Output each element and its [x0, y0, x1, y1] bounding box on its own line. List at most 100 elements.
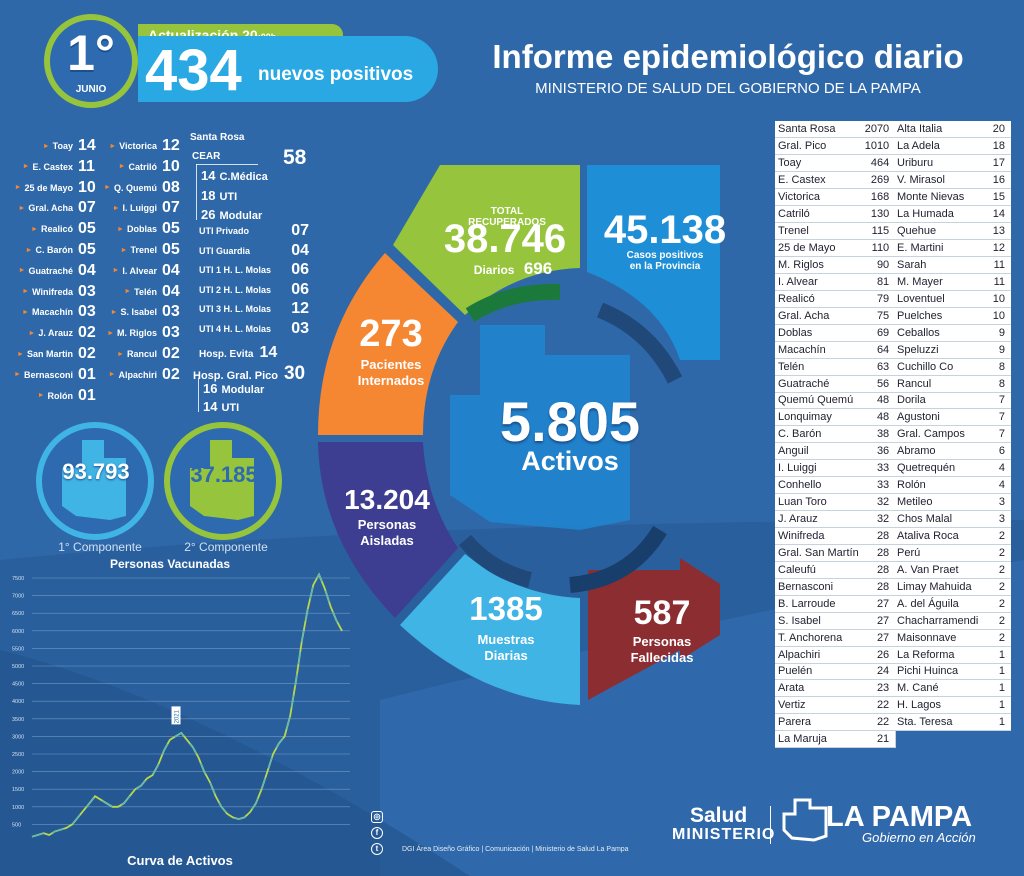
table-row: A. del Águila 2: [894, 595, 1011, 613]
locality-name: E. Martini: [894, 239, 989, 257]
page-subtitle: MINISTERIO DE SALUD DEL GOBIERNO DE LA P…: [535, 80, 921, 97]
locality-total: 2: [988, 629, 1011, 647]
table-row: Toay 464: [775, 154, 896, 173]
uti-name: UTI Guardia: [199, 245, 251, 256]
la-pampa-shield-icon: [782, 798, 828, 842]
hospital-name: Modular: [219, 210, 263, 222]
locality-name: Telén: [134, 286, 157, 297]
fallecidas-label: Personas Fallecidas: [630, 634, 694, 665]
locality-name: 25 de Mayo: [775, 239, 862, 257]
locality-total: 36: [861, 442, 896, 461]
locality-name: Gral. Acha: [28, 203, 73, 214]
arrow-icon: ►: [25, 246, 33, 254]
vaccinated-title: Personas Vacunadas: [109, 557, 231, 571]
locality-name: E. Castex: [32, 161, 73, 172]
locality-total: 2: [988, 527, 1011, 545]
locality-item: ► Q. Quemú 08: [104, 179, 182, 197]
logo-divider: [770, 806, 771, 844]
localities-table-right: Alta Italia 20 La Adela 18 Uriburu 17 V. Miras…: [894, 121, 1011, 732]
y-tick-label: 7000: [12, 594, 24, 600]
locality-total: 12: [988, 239, 1011, 257]
facebook-icon[interactable]: f: [371, 827, 383, 839]
arrow-icon: ►: [18, 267, 26, 275]
table-row: La Reforma 1: [894, 646, 1011, 664]
first-dose-value: 93.793: [62, 459, 130, 484]
locality-name: Quehue: [894, 222, 989, 241]
locality-total: 27: [861, 595, 896, 613]
arrow-icon: ►: [22, 308, 29, 316]
locality-total: 2: [988, 544, 1011, 562]
locality-total: 32: [861, 510, 896, 528]
positivos-segment: [587, 165, 720, 360]
table-row: Luan Toro 32: [775, 493, 896, 512]
arrow-icon: ►: [117, 225, 124, 233]
diarios-label: Diarios 696: [473, 259, 553, 278]
uti-item: UTI Privado 07: [199, 222, 309, 240]
arrow-icon: ►: [18, 204, 26, 212]
first-dose-circle: [36, 422, 154, 540]
active-curve-chart: 500 1000 1500 2000 2500 3000 3500 4000 4500 5000 5…: [12, 572, 350, 838]
arrow-icon: ►: [112, 267, 120, 275]
hospital-item: 14 UTI: [203, 399, 239, 414]
locality-count: 12: [162, 137, 180, 154]
table-row: Guatraché 56: [775, 375, 896, 393]
localities-table-left: Santa Rosa 2070 Gral. Pico 1010 Toay 464 E. Ca…: [775, 121, 897, 749]
locality-total: 48: [861, 408, 896, 427]
la-pampa-logo-text: LA PAMPA: [826, 801, 973, 833]
locality-item: ► I. Luiggi 07: [113, 199, 182, 217]
locality-name: Metileo: [894, 493, 989, 512]
table-row: Agustoni 7: [894, 408, 1011, 427]
locality-name: Ceballos: [894, 324, 989, 342]
locality-item: ► M. Riglos 03: [107, 324, 182, 342]
table-row: Trenel 115: [775, 222, 896, 241]
locality-total: 24: [861, 663, 896, 681]
locality-item: ► Catriló 10: [119, 158, 182, 176]
locality-count: 01: [78, 386, 96, 404]
locality-name: Rolón: [47, 390, 74, 401]
y-tick-label: 3000: [12, 734, 24, 740]
table-row: Rancul 8: [894, 375, 1011, 393]
table-row: Quetrequén 4: [894, 459, 1011, 478]
locality-total: 75: [861, 307, 896, 325]
locality-item: ► Guatraché 04: [19, 262, 98, 280]
table-row: E. Castex 269: [775, 171, 896, 190]
table-row: Ataliva Roca 2: [894, 527, 1011, 545]
uti-item: UTI Guardia 04: [199, 242, 309, 260]
table-row: Puelén 24: [775, 663, 896, 681]
locality-count: 02: [78, 324, 96, 342]
locality-total: 13: [988, 222, 1011, 241]
arrow-icon: ►: [37, 392, 45, 400]
locality-name: A. del Águila: [894, 595, 989, 613]
arrow-icon: ►: [117, 350, 124, 358]
locality-total: 2070: [861, 121, 896, 139]
arrow-icon: ►: [112, 204, 120, 212]
locality-count: 04: [162, 261, 180, 279]
internados-segment: [318, 253, 458, 435]
locality-name: Gral. Pico: [775, 137, 862, 156]
locality-name: Quemú Quemú: [775, 392, 862, 410]
locality-name: La Humada: [894, 205, 989, 224]
table-row: I. Alvear 81: [775, 273, 896, 291]
locality-name: Arata: [775, 679, 862, 698]
chart-title: Curva de Activos: [127, 853, 233, 868]
locality-total: 3: [988, 510, 1011, 528]
locality-total: 2: [988, 595, 1011, 613]
table-row: Winifreda 28: [775, 527, 896, 545]
table-row: Abramo 6: [894, 442, 1011, 461]
table-row: Parera 22: [775, 713, 896, 732]
twitter-icon[interactable]: t: [371, 843, 383, 855]
locality-name: 25 de Mayo: [24, 182, 73, 193]
locality-total: 17: [988, 154, 1011, 173]
uti-name: UTI 1 H. L. Molas: [199, 265, 272, 275]
locality-name: I. Luiggi: [775, 459, 862, 478]
instagram-icon[interactable]: ◎: [371, 811, 383, 823]
locality-count: 05: [162, 220, 180, 238]
evita-label: Hosp. Evita 14: [199, 344, 278, 361]
hospital-name: C.Médica: [219, 171, 268, 183]
aisladas-value: 13.204: [344, 484, 430, 515]
locality-total: 1: [988, 663, 1011, 681]
first-dose-label: 1° Componente: [58, 540, 142, 554]
locality-total: 28: [861, 527, 896, 545]
locality-item: ► Bernasconi 01: [14, 366, 98, 384]
table-row: Vertiz 22: [775, 696, 896, 715]
